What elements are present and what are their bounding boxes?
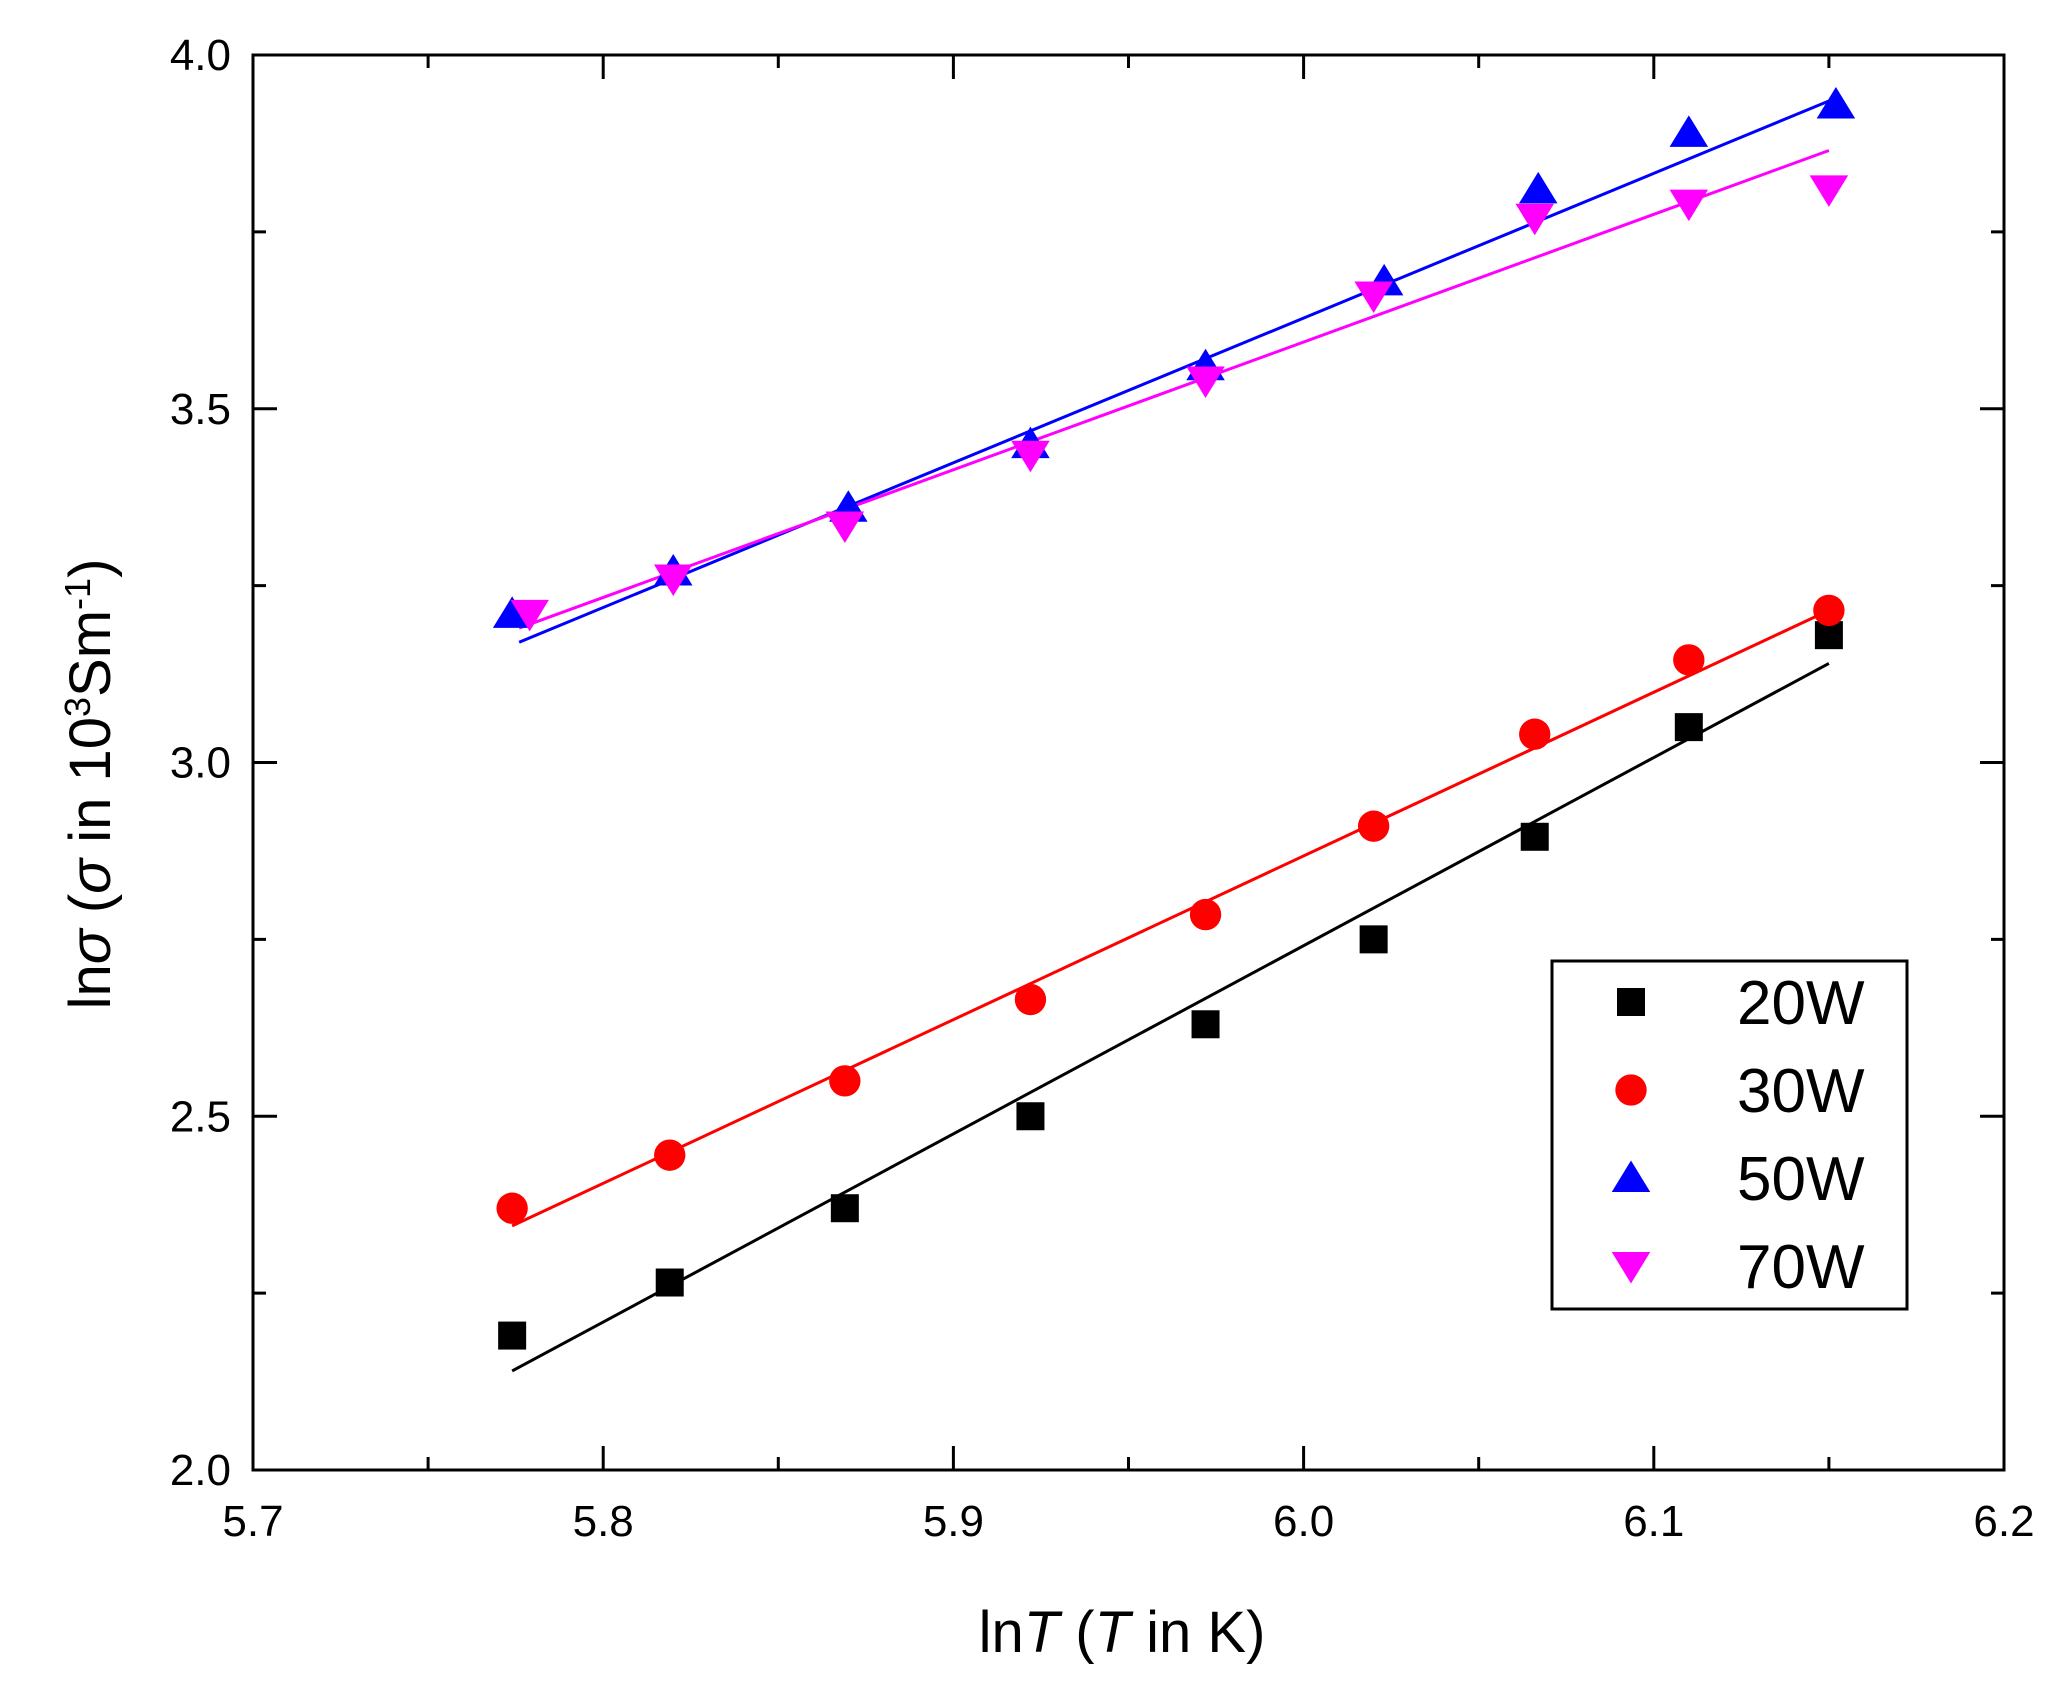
data-points [492, 87, 1856, 1350]
point-30w [1189, 898, 1222, 931]
point-70w [1669, 189, 1709, 222]
y-tick-label: 3.5 [170, 385, 231, 434]
point-70w [1515, 203, 1554, 236]
legend-label-30w: 30W [1737, 1057, 1865, 1126]
point-30w [1813, 594, 1845, 627]
point-70w [510, 599, 549, 632]
point-20w [655, 1268, 684, 1297]
point-70w [1809, 175, 1849, 207]
legend-box [1550, 959, 1909, 1311]
y-axis-title: lnσ (σ in 103Sm-1) [57, 559, 124, 1010]
legend-label-70w: 70W [1737, 1233, 1865, 1302]
point-20w [1359, 925, 1388, 954]
point-30w [496, 1192, 528, 1224]
point-50w [1669, 115, 1709, 147]
point-50w [1816, 87, 1856, 119]
point-70w [1186, 366, 1225, 398]
point-20w [498, 1321, 527, 1350]
y-tick-label: 3.0 [170, 739, 231, 788]
fit-line-70w [518, 149, 1830, 630]
point-20w [1191, 1010, 1220, 1039]
fit-lines [511, 99, 1830, 1373]
point-30w [829, 1065, 861, 1097]
point-20w [830, 1194, 859, 1223]
point-20w [1016, 1102, 1045, 1131]
x-tick-label: 6.2 [1973, 1497, 2034, 1546]
legend-label-20w: 20W [1737, 969, 1865, 1038]
point-30w [654, 1139, 686, 1171]
axis-ticks: 5.7 5.8 5.9 6.0 6.1 6.2 2.0 2.5 3.0 3.5 4.0 [170, 31, 2035, 1546]
legend-marker-30w [1615, 1074, 1647, 1106]
x-axis-title: lnT (T in K) [979, 1600, 1266, 1665]
x-tick-label: 5.9 [923, 1497, 984, 1546]
fit-line-50w [518, 99, 1830, 644]
x-tick-label: 6.0 [1273, 1497, 1334, 1546]
point-70w [825, 511, 865, 543]
point-30w [1673, 644, 1705, 676]
point-50w [492, 596, 532, 628]
legend-marker-20w [1617, 988, 1645, 1016]
point-20w [1674, 713, 1703, 742]
fit-line-20w [511, 662, 1830, 1373]
legend-marker-50w [1611, 1160, 1651, 1192]
point-70w [1354, 281, 1393, 314]
x-tick-label: 5.7 [222, 1497, 283, 1546]
point-30w [1014, 983, 1047, 1016]
y-tick-label: 4.0 [170, 31, 231, 80]
x-tick-label: 5.8 [573, 1497, 634, 1546]
y-tick-label: 2.5 [170, 1092, 231, 1141]
legend-label-50w: 50W [1737, 1145, 1865, 1214]
point-20w [1520, 822, 1549, 851]
y-tick-label: 2.0 [170, 1446, 231, 1495]
point-30w [1357, 810, 1390, 842]
x-tick-label: 6.1 [1623, 1497, 1684, 1546]
point-30w [1519, 718, 1551, 750]
legend-marker-70w [1611, 1252, 1651, 1284]
point-70w [653, 564, 693, 597]
legend: 20W 30W 50W 70W [1550, 959, 1909, 1311]
fit-line-30w [511, 609, 1830, 1228]
point-50w [1518, 171, 1558, 204]
point-70w [1011, 440, 1050, 473]
